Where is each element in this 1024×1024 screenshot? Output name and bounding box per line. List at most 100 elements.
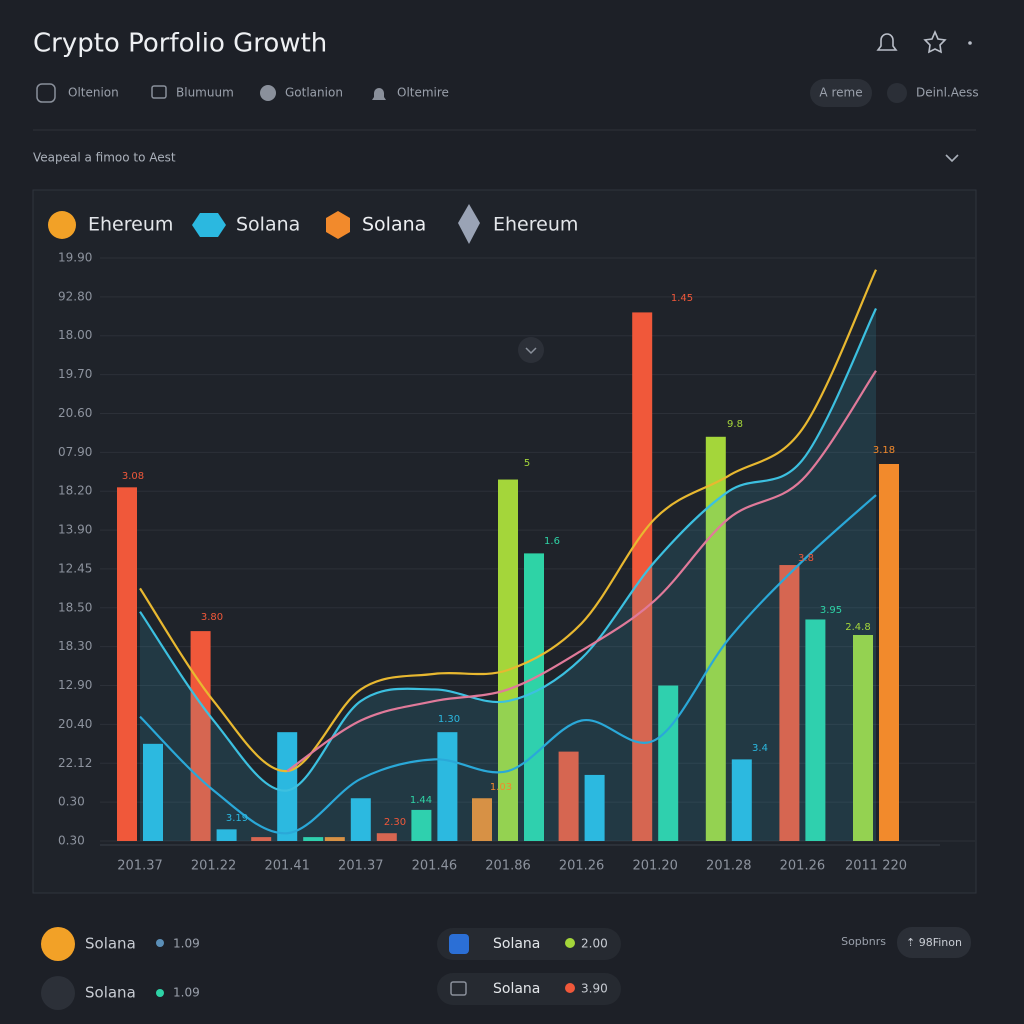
- bar-annotation: 1.44: [410, 795, 432, 806]
- scroll-button[interactable]: [518, 337, 544, 363]
- filter-label[interactable]: Veapeal a fimoo to Aest: [33, 151, 176, 165]
- legend-label: Solana: [236, 214, 300, 236]
- tab[interactable]: Oltenion: [68, 86, 119, 100]
- bell-icon[interactable]: [876, 33, 898, 51]
- x-tick-label: 201.26: [780, 859, 826, 874]
- bar: [558, 751, 579, 841]
- tab[interactable]: Blumuum: [176, 86, 234, 100]
- page-title: Crypto Porfolio Growth: [33, 29, 327, 59]
- legend-icon: [326, 211, 350, 239]
- y-tick-label: 20.60: [58, 406, 92, 420]
- legend-label: Ehereum: [88, 214, 173, 236]
- x-tick-label: 201.20: [632, 859, 678, 874]
- legend: Ehereum Solana Solana Ehereum: [48, 204, 578, 244]
- bar: [376, 833, 397, 841]
- y-tick-label: 13.90: [58, 523, 92, 537]
- y-tick-label: 0.30: [58, 834, 85, 848]
- y-tick-label: 07.90: [58, 445, 92, 459]
- action-label: A reme: [819, 86, 862, 100]
- side-label: Sopbnrs: [841, 935, 886, 948]
- tab-icon: [260, 85, 276, 101]
- bar: [117, 487, 137, 841]
- bar: [216, 829, 237, 841]
- footer-name: Solana: [85, 935, 136, 953]
- y-tick-label: 18.30: [58, 639, 92, 653]
- scroll-chevron: [525, 347, 537, 355]
- bar: [411, 809, 432, 841]
- pill-name: Solana: [493, 981, 540, 997]
- bar: [584, 774, 605, 841]
- pill-icon: [450, 981, 467, 996]
- action-button[interactable]: [810, 79, 872, 107]
- bar-annotation: 2.30: [384, 817, 406, 828]
- bar-annotation: 3.80: [201, 612, 223, 623]
- y-tick-label: 0.30: [58, 795, 85, 809]
- y-tick-label: 19.70: [58, 367, 92, 381]
- y-tick-label: 12.45: [58, 561, 92, 575]
- pill-value: 2.00: [581, 937, 608, 951]
- bar-annotation: 1.45: [671, 293, 693, 304]
- bar: [277, 732, 298, 841]
- x-tick-label: 201.86: [485, 859, 531, 874]
- bar: [472, 798, 492, 841]
- y-tick-label: 19.90: [58, 251, 92, 265]
- pill-value: 3.90: [581, 982, 608, 996]
- y-tick-label: 18.00: [58, 328, 92, 342]
- tabs: Oltenion Blumuum Gotlanion Oltemire: [36, 83, 449, 103]
- bar: [779, 565, 800, 841]
- y-tick-label: 92.80: [58, 289, 92, 303]
- dropdown-chevron[interactable]: [945, 154, 959, 163]
- bar-annotation: 1.03: [490, 782, 512, 793]
- y-tick-label: 18.20: [58, 484, 92, 498]
- menu-icon[interactable]: [968, 41, 972, 45]
- dot: [565, 983, 575, 993]
- line: [139, 494, 877, 835]
- line: [139, 308, 877, 792]
- x-tick-label: 201.46: [412, 859, 458, 874]
- coin-icon: [41, 976, 75, 1010]
- bar-annotation: 5: [524, 458, 530, 469]
- plot: 0.30 0.30 22.12 20.40 12.90 18.30 18.50 12.45 13…: [58, 251, 975, 874]
- bar-annotation: 3.4: [752, 743, 768, 754]
- bar-annotation: 3.18: [873, 445, 895, 456]
- pill-icon: [449, 934, 469, 954]
- legend-label: Ehereum: [493, 214, 578, 236]
- coin-icon: [41, 927, 75, 961]
- bar: [524, 553, 544, 841]
- footer-value: 1.09: [173, 937, 200, 951]
- bar: [350, 798, 371, 841]
- star-icon[interactable]: [923, 29, 947, 54]
- action-label[interactable]: Deinl.Aess: [916, 86, 979, 100]
- tab[interactable]: Oltemire: [397, 86, 449, 100]
- line: [139, 269, 877, 773]
- bar-annotation: 1.6: [544, 536, 560, 547]
- footer-name: Solana: [85, 984, 136, 1002]
- tab[interactable]: Gotlanion: [285, 86, 343, 100]
- action-icon: [887, 83, 907, 103]
- area: [140, 308, 876, 841]
- side-button[interactable]: [897, 927, 971, 958]
- pill[interactable]: [437, 973, 621, 1005]
- pill[interactable]: [437, 928, 621, 960]
- bar-annotation: 2.4.8: [845, 622, 870, 633]
- y-tick-label: 12.90: [58, 678, 92, 692]
- legend-label: Solana: [362, 214, 426, 236]
- bar: [190, 631, 211, 841]
- x-tick-label: 201.22: [191, 859, 237, 874]
- bar: [498, 479, 518, 841]
- x-tick-label: 2011 220: [845, 859, 907, 874]
- bar-annotation: 3.19: [226, 813, 248, 824]
- bar-annotation: 1.30: [438, 714, 460, 725]
- bar: [251, 837, 272, 841]
- x-tick-label: 201.37: [338, 859, 384, 874]
- dot: [156, 989, 164, 997]
- legend-icon: [192, 213, 226, 237]
- x-tick-label: 201.28: [706, 859, 752, 874]
- bar: [324, 837, 345, 841]
- footer-value: 1.09: [173, 986, 200, 1000]
- tab-icon: [151, 85, 167, 99]
- bar: [805, 619, 826, 841]
- legend-icon: [48, 211, 76, 239]
- dot: [565, 938, 575, 948]
